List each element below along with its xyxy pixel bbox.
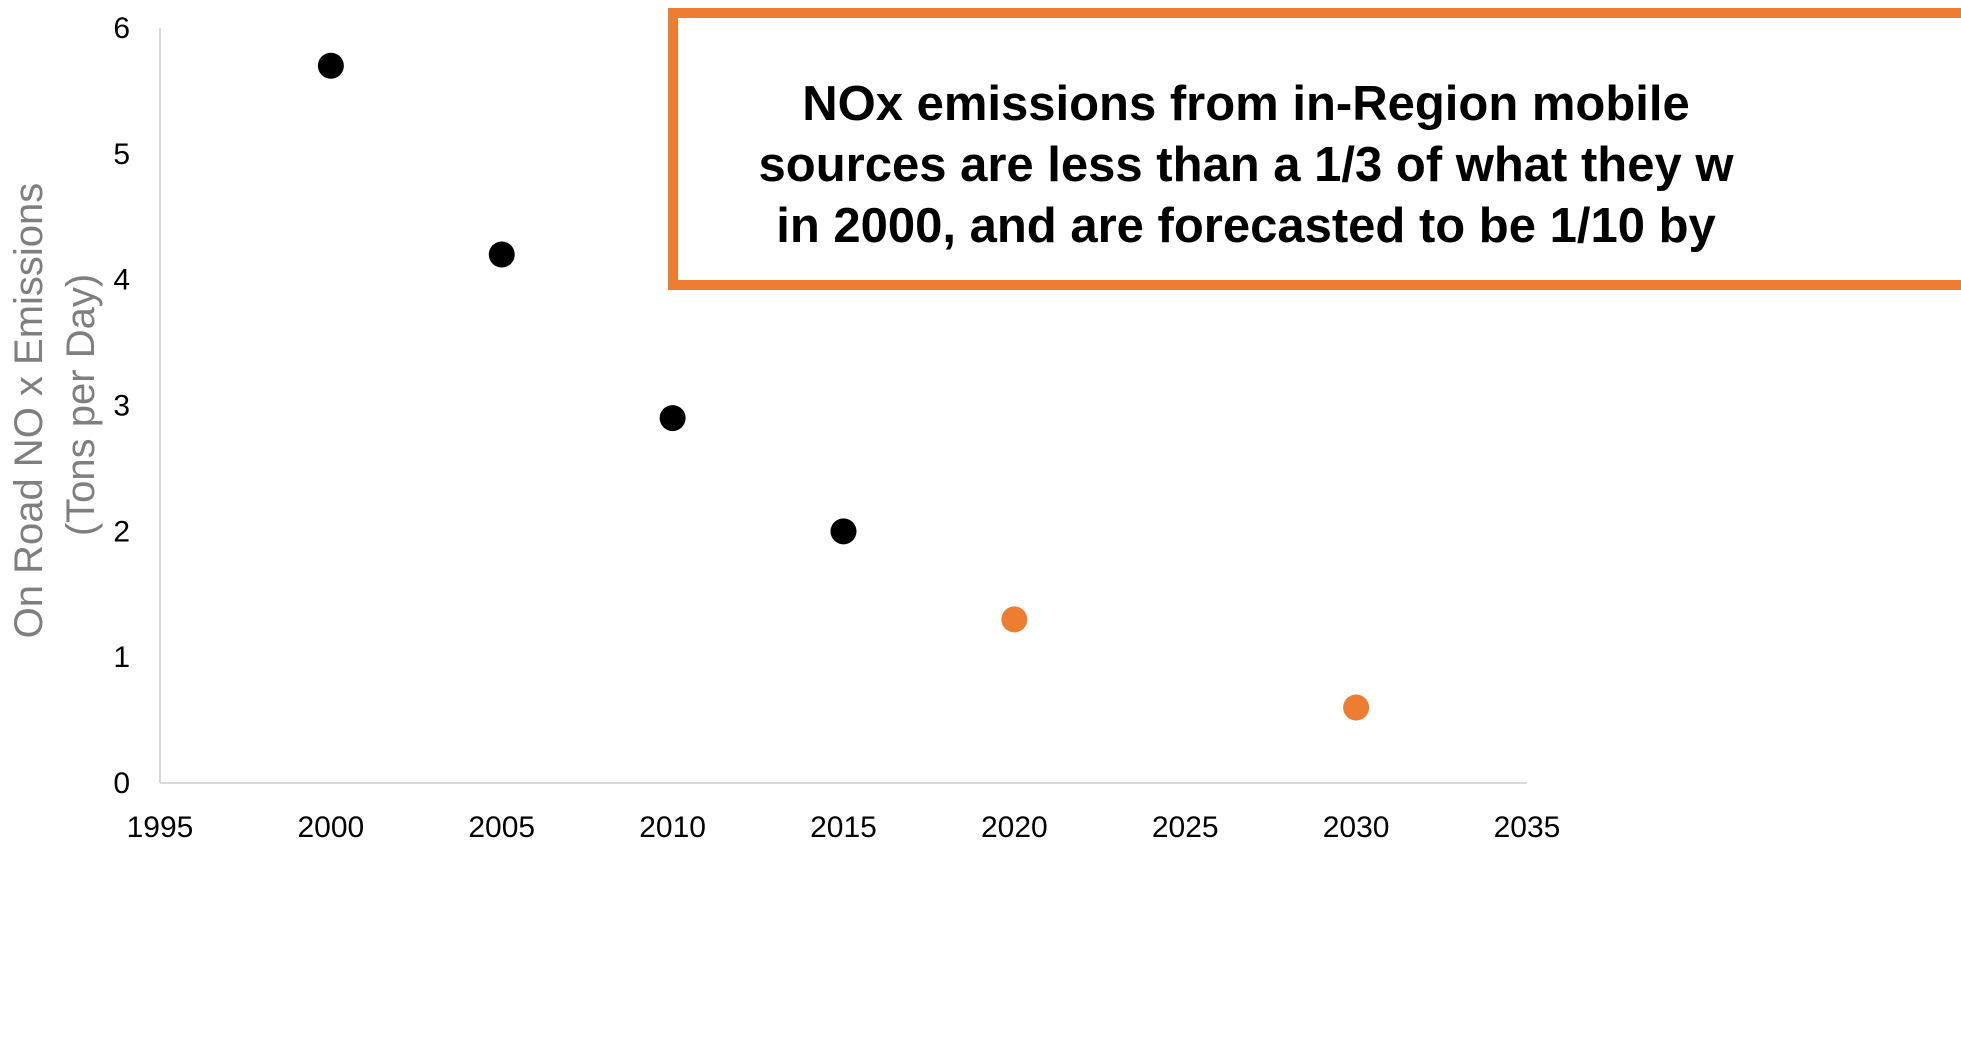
x-tick-label: 1995 — [127, 811, 194, 844]
y-axis-title-line-2: (Tons per Day) — [59, 274, 103, 536]
y-tick-label: 5 — [113, 138, 130, 171]
data-point-series-1 — [830, 518, 857, 545]
x-tick-label: 2025 — [1152, 811, 1219, 844]
y-tick-label: 4 — [113, 264, 130, 297]
y-tick-label: 1 — [113, 641, 130, 674]
y-tick-label: 3 — [113, 390, 130, 423]
y-tick-label: 2 — [113, 515, 130, 548]
data-point-series-1 — [488, 241, 515, 268]
data-point-series-1 — [659, 405, 686, 432]
y-axis-title: On Road NO x Emissions (Tons per Day) — [7, 172, 103, 639]
x-tick-label: 2020 — [981, 811, 1048, 844]
y-tick-label: 6 — [113, 12, 130, 45]
y-tick-labels: 0 1 2 3 4 5 6 — [113, 12, 130, 800]
y-tick-label: 0 — [113, 767, 130, 800]
x-tick-label: 2005 — [468, 811, 535, 844]
x-tick-label: 2015 — [810, 811, 877, 844]
data-points — [317, 52, 1370, 721]
annotation-callout-box: NOx emissions from in-Region mobile sour… — [668, 8, 1961, 290]
y-axis-title-line-1: On Road NO x Emissions — [7, 183, 51, 639]
x-tick-label: 2000 — [298, 811, 365, 844]
x-tick-label: 2010 — [639, 811, 706, 844]
data-point-series-1 — [317, 52, 344, 79]
x-tick-labels: 1995 2000 2005 2010 2015 2020 2025 2030 2035 — [127, 811, 1561, 844]
annotation-text: NOx emissions from in-Region mobile sour… — [758, 77, 1734, 253]
data-point-series-2 — [1001, 606, 1028, 633]
x-tick-label: 2030 — [1323, 811, 1390, 844]
x-tick-label: 2035 — [1494, 811, 1561, 844]
axes — [159, 28, 1527, 784]
data-point-series-2 — [1343, 694, 1370, 721]
